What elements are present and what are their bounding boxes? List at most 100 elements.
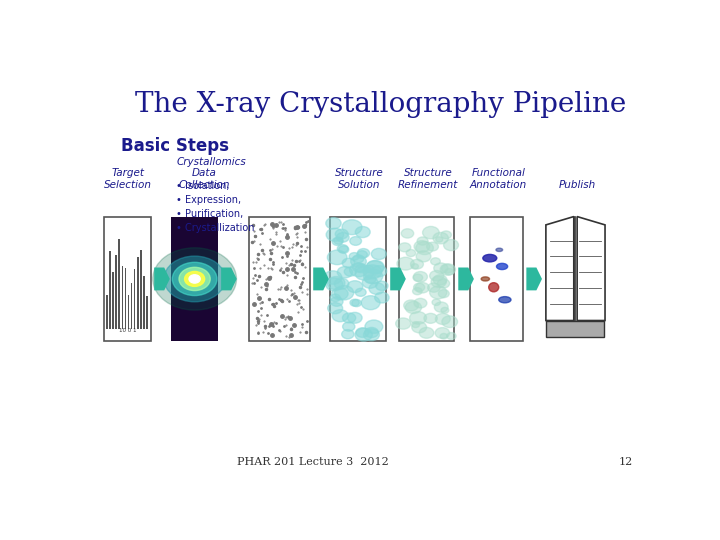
Circle shape — [353, 255, 364, 263]
Circle shape — [326, 228, 343, 241]
Circle shape — [361, 296, 380, 310]
Circle shape — [337, 267, 353, 278]
Circle shape — [353, 263, 364, 272]
Bar — [143, 276, 145, 329]
Circle shape — [355, 328, 372, 341]
Circle shape — [438, 289, 449, 298]
Circle shape — [325, 278, 343, 291]
Bar — [112, 272, 114, 329]
Circle shape — [372, 266, 387, 276]
Circle shape — [366, 260, 384, 273]
Polygon shape — [546, 217, 574, 321]
Bar — [146, 295, 148, 329]
Circle shape — [355, 267, 373, 280]
Ellipse shape — [483, 254, 497, 262]
Bar — [137, 258, 138, 329]
Circle shape — [442, 316, 457, 328]
Circle shape — [334, 237, 343, 244]
Circle shape — [404, 300, 418, 311]
Circle shape — [343, 313, 356, 323]
Circle shape — [435, 328, 449, 339]
Circle shape — [436, 237, 443, 242]
Text: The X-ray Crystallography Pipeline: The X-ray Crystallography Pipeline — [135, 91, 626, 118]
Circle shape — [342, 258, 355, 268]
Circle shape — [366, 261, 384, 274]
Circle shape — [336, 229, 348, 239]
Circle shape — [357, 248, 369, 258]
Bar — [119, 239, 120, 329]
Circle shape — [414, 241, 430, 252]
Text: Crystallomics: Crystallomics — [176, 157, 246, 167]
Circle shape — [365, 320, 383, 333]
Circle shape — [343, 322, 355, 331]
Polygon shape — [577, 217, 605, 321]
Circle shape — [324, 271, 342, 284]
Circle shape — [440, 264, 456, 275]
Circle shape — [348, 312, 362, 323]
Polygon shape — [154, 267, 170, 291]
Circle shape — [433, 232, 449, 244]
Circle shape — [414, 299, 427, 308]
Circle shape — [334, 278, 349, 289]
Ellipse shape — [481, 277, 490, 281]
Circle shape — [330, 297, 343, 306]
Circle shape — [326, 218, 341, 229]
Circle shape — [332, 238, 343, 246]
Circle shape — [397, 257, 414, 270]
Circle shape — [441, 265, 453, 273]
Circle shape — [363, 265, 382, 279]
Bar — [127, 295, 130, 329]
Bar — [249, 217, 310, 341]
Circle shape — [412, 322, 420, 328]
Circle shape — [338, 246, 348, 253]
Circle shape — [372, 248, 387, 260]
Circle shape — [413, 283, 425, 292]
Circle shape — [430, 271, 444, 281]
Circle shape — [364, 329, 379, 341]
Circle shape — [428, 283, 440, 292]
Circle shape — [433, 275, 447, 285]
Circle shape — [401, 229, 414, 238]
Circle shape — [440, 333, 448, 339]
Circle shape — [444, 240, 459, 251]
Circle shape — [431, 258, 441, 265]
Bar — [171, 217, 218, 341]
Circle shape — [337, 245, 348, 253]
Text: Structure
Solution: Structure Solution — [335, 168, 384, 190]
Text: Data
Collection: Data Collection — [179, 168, 230, 190]
Ellipse shape — [496, 248, 503, 252]
Circle shape — [179, 267, 210, 291]
Circle shape — [364, 266, 374, 272]
Circle shape — [410, 259, 423, 269]
Circle shape — [347, 281, 363, 293]
Bar — [109, 251, 111, 329]
Circle shape — [349, 253, 359, 260]
Text: Basic Steps: Basic Steps — [121, 137, 229, 155]
Circle shape — [332, 310, 348, 322]
Text: 10 0 1: 10 0 1 — [119, 328, 136, 333]
Circle shape — [417, 237, 428, 245]
Circle shape — [350, 237, 361, 245]
Circle shape — [413, 272, 428, 282]
Circle shape — [415, 241, 433, 254]
Circle shape — [413, 288, 422, 295]
Circle shape — [172, 262, 217, 295]
Circle shape — [351, 255, 366, 267]
Bar — [106, 295, 108, 329]
Circle shape — [419, 327, 434, 338]
Circle shape — [364, 275, 376, 284]
Bar — [122, 266, 123, 329]
Circle shape — [328, 276, 345, 289]
Bar — [546, 321, 605, 337]
Circle shape — [434, 302, 448, 312]
Circle shape — [153, 248, 236, 310]
Circle shape — [350, 299, 359, 306]
Circle shape — [342, 329, 354, 339]
Circle shape — [423, 226, 439, 239]
Circle shape — [330, 294, 341, 302]
Circle shape — [362, 276, 378, 288]
Circle shape — [328, 250, 347, 265]
Circle shape — [431, 276, 446, 287]
Circle shape — [441, 231, 451, 239]
Circle shape — [356, 265, 366, 273]
